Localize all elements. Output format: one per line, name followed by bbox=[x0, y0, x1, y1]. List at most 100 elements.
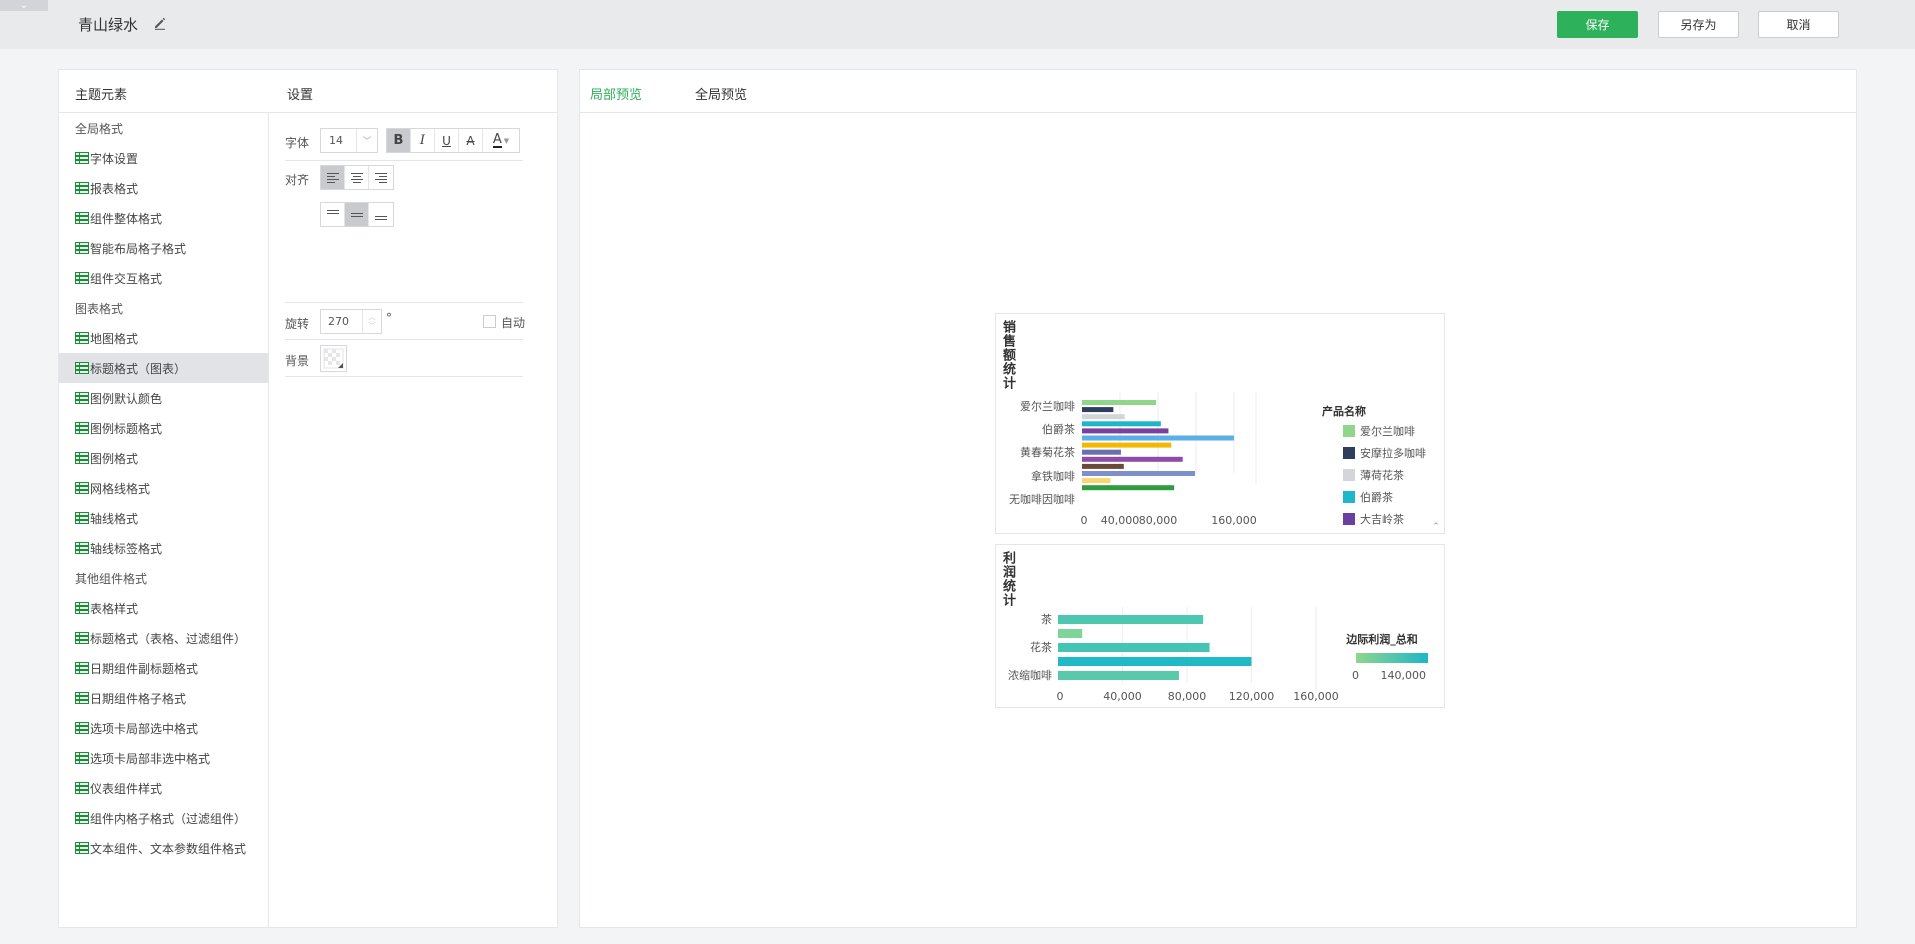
table-grid-icon bbox=[75, 512, 90, 524]
tree-item[interactable]: 图例标题格式 bbox=[59, 413, 268, 443]
tree-item[interactable]: 组件交互格式 bbox=[59, 263, 268, 293]
align-bottom-icon[interactable] bbox=[369, 203, 393, 226]
theme-element-tree: 全局格式 字体设置 报表格式 组件整体格式 智能布局格子格式 组件交互格式 图表格式 地图格式… bbox=[59, 113, 269, 928]
tree-group[interactable]: 全局格式 bbox=[59, 113, 268, 143]
top-bar: ⌄ 青山绿水 保存 另存为 取消 bbox=[0, 0, 1915, 49]
x-tick-label: 80,000 bbox=[1139, 514, 1178, 527]
align-left-icon[interactable] bbox=[321, 166, 345, 189]
category-label: 黄春菊花茶 bbox=[1020, 445, 1075, 459]
x-tick-label: 160,000 bbox=[1211, 514, 1257, 527]
tree-item-label: 选项卡局部选中格式 bbox=[90, 721, 199, 736]
profit-chart-card: 利润统计 茶花茶 浓缩咖啡 0 40,000 80,000 120,000 160,000 边… bbox=[995, 544, 1445, 708]
tree-item-label: 标题格式（表格、过滤组件） bbox=[90, 631, 247, 646]
bar bbox=[1082, 428, 1169, 434]
tree-item[interactable]: 图例默认颜色 bbox=[59, 383, 268, 413]
x-tick-label: 160,000 bbox=[1293, 690, 1339, 703]
category-label: 茶 bbox=[1041, 613, 1052, 626]
tree-item-label: 图例标题格式 bbox=[90, 421, 163, 436]
background-color-picker[interactable] bbox=[320, 345, 347, 372]
background-label: 背景 bbox=[285, 354, 310, 368]
x-tick-label: 80,000 bbox=[1168, 690, 1207, 703]
category-label: 拿铁咖啡 bbox=[1031, 469, 1075, 483]
bar bbox=[1058, 629, 1083, 638]
horizontal-align-group bbox=[320, 165, 394, 190]
tree-item[interactable]: 图例格式 bbox=[59, 443, 268, 473]
tree-item[interactable]: 轴线格式 bbox=[59, 503, 268, 533]
tree-item[interactable]: 标题格式（图表） bbox=[59, 353, 268, 383]
tree-item-label: 仪表组件样式 bbox=[90, 781, 163, 796]
save-button[interactable]: 保存 bbox=[1557, 11, 1638, 38]
tree-item[interactable]: 日期组件格子格式 bbox=[59, 683, 268, 713]
tree-group[interactable]: 其他组件格式 bbox=[59, 563, 268, 593]
tree-item[interactable]: 轴线标签格式 bbox=[59, 533, 268, 563]
tree-item[interactable]: 标题格式（表格、过滤组件） bbox=[59, 623, 268, 653]
bar bbox=[1058, 657, 1252, 666]
tree-item[interactable]: 文本组件、文本参数组件格式 bbox=[59, 833, 268, 863]
edit-icon[interactable] bbox=[153, 16, 167, 30]
category-label: 无咖啡因咖啡 bbox=[1009, 492, 1075, 506]
legend-label: 大吉岭茶 bbox=[1360, 512, 1404, 526]
tree-item-label: 日期组件副标题格式 bbox=[90, 661, 199, 676]
category-label: 爱尔兰咖啡 bbox=[1020, 399, 1075, 413]
save-as-button[interactable]: 另存为 bbox=[1658, 11, 1739, 38]
divider bbox=[285, 376, 523, 377]
tree-item[interactable]: 智能布局格子格式 bbox=[59, 233, 268, 263]
legend-swatch bbox=[1343, 491, 1355, 503]
tree-item[interactable]: 日期组件副标题格式 bbox=[59, 653, 268, 683]
tree-item[interactable]: 地图格式 bbox=[59, 323, 268, 353]
legend-label: 薄荷花茶 bbox=[1360, 468, 1404, 482]
bar bbox=[1082, 421, 1161, 427]
auto-rotate-checkbox[interactable] bbox=[483, 315, 496, 328]
tree-item[interactable]: 选项卡局部非选中格式 bbox=[59, 743, 268, 773]
tree-item[interactable]: 选项卡局部选中格式 bbox=[59, 713, 268, 743]
bold-button[interactable]: B bbox=[387, 129, 411, 152]
table-grid-icon bbox=[75, 752, 90, 764]
theme-title: 青山绿水 bbox=[78, 16, 139, 34]
tab-local-preview[interactable]: 局部预览 bbox=[590, 88, 643, 103]
chart-title: 销售额统计 bbox=[1000, 320, 1015, 390]
align-middle-icon[interactable] bbox=[345, 203, 369, 226]
table-grid-icon bbox=[75, 362, 90, 374]
stepper-arrows-icon[interactable]: ︿ ﹀ bbox=[361, 310, 381, 333]
underline-button[interactable]: U bbox=[435, 129, 459, 152]
italic-button[interactable]: I bbox=[411, 129, 435, 152]
chart-title: 利润统计 bbox=[1000, 551, 1015, 607]
font-size-select[interactable]: 14 ﹀ bbox=[320, 128, 378, 153]
table-grid-icon bbox=[75, 182, 90, 194]
table-grid-icon bbox=[75, 452, 90, 464]
bar bbox=[1082, 456, 1183, 462]
tree-item[interactable]: 报表格式 bbox=[59, 173, 268, 203]
collapse-toggle[interactable]: ⌄ bbox=[0, 0, 48, 11]
tree-group[interactable]: 图表格式 bbox=[59, 293, 268, 323]
tree-item[interactable]: 表格样式 bbox=[59, 593, 268, 623]
category-label: 浓缩咖啡 bbox=[1008, 668, 1052, 682]
strikethrough-button[interactable]: A bbox=[459, 129, 483, 152]
divider bbox=[285, 339, 523, 340]
tree-item[interactable]: 字体设置 bbox=[59, 143, 268, 173]
font-color-button[interactable]: A ▼ bbox=[492, 132, 510, 148]
font-style-toolbar: B I U A A ▼ bbox=[386, 128, 520, 153]
bar bbox=[1058, 643, 1210, 652]
auto-label: 自动 bbox=[501, 316, 526, 330]
category-label: 花茶 bbox=[1030, 641, 1052, 654]
table-grid-icon bbox=[75, 602, 90, 614]
align-right-icon[interactable] bbox=[369, 166, 393, 189]
legend-title: 边际利润_总和 bbox=[1345, 632, 1418, 646]
cancel-button[interactable]: 取消 bbox=[1758, 11, 1839, 38]
tree-item[interactable]: 组件整体格式 bbox=[59, 203, 268, 233]
table-grid-icon bbox=[75, 272, 90, 284]
x-tick-label: 0 bbox=[1081, 514, 1088, 527]
tree-item-label: 组件内格子格式（过滤组件） bbox=[90, 811, 247, 826]
legend-swatch bbox=[1343, 447, 1355, 459]
rotate-stepper[interactable]: 270 ︿ ﹀ bbox=[320, 309, 382, 334]
align-center-icon[interactable] bbox=[345, 166, 369, 189]
tree-item-label: 选项卡局部非选中格式 bbox=[90, 751, 211, 766]
tab-global-preview[interactable]: 全局预览 bbox=[695, 88, 748, 103]
tree-item[interactable]: 仪表组件样式 bbox=[59, 773, 268, 803]
x-tick-label: 0 bbox=[1057, 690, 1064, 703]
align-top-icon[interactable] bbox=[321, 203, 345, 226]
tree-item[interactable]: 网格线格式 bbox=[59, 473, 268, 503]
caret-down-icon: ▼ bbox=[503, 136, 510, 145]
tree-item[interactable]: 组件内格子格式（过滤组件） bbox=[59, 803, 268, 833]
